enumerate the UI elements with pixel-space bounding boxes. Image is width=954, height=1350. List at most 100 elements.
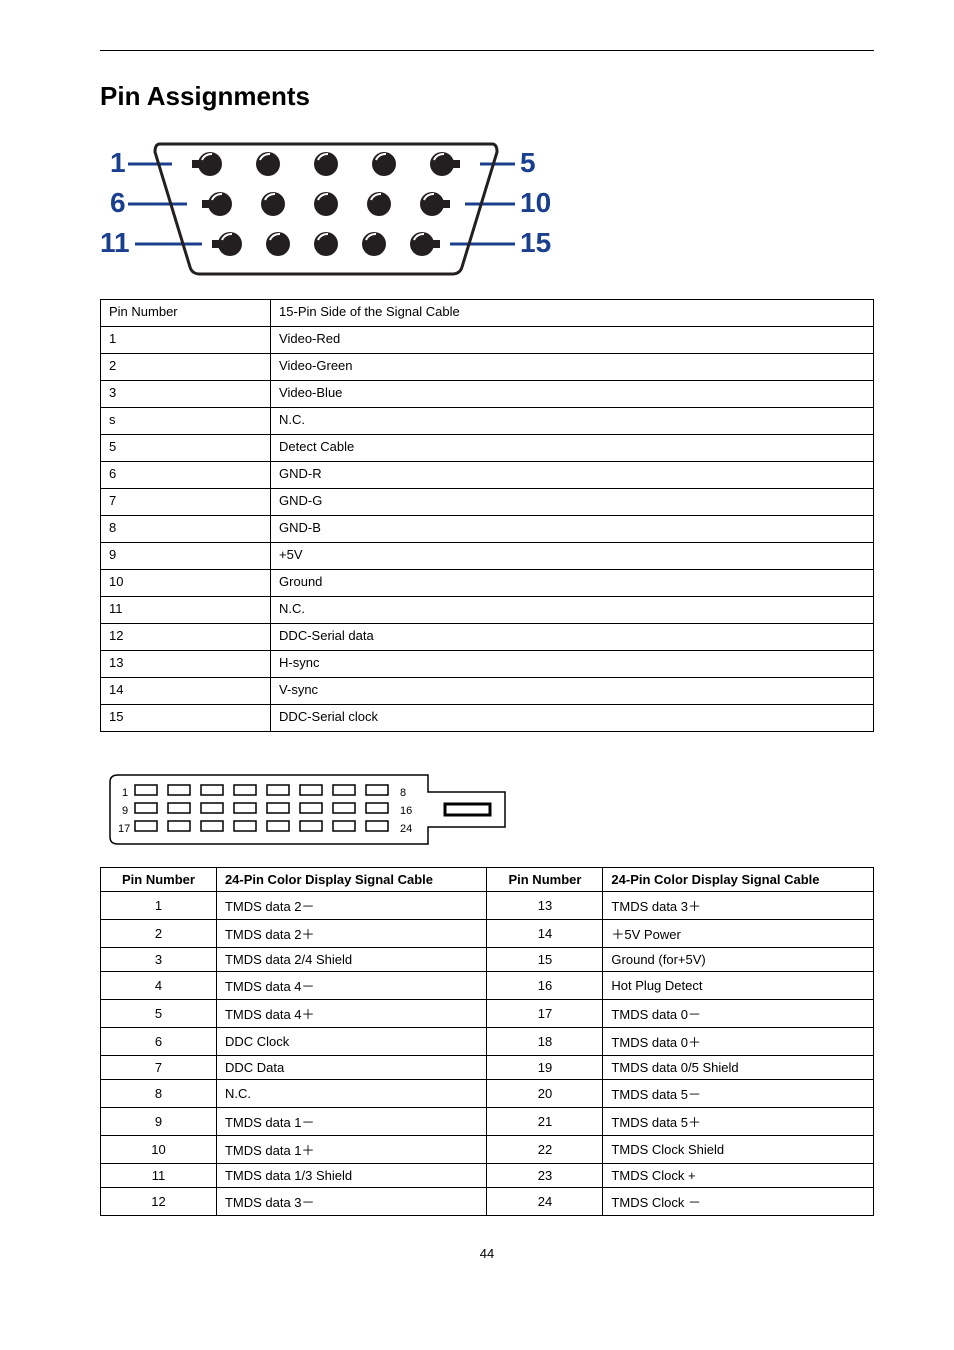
signal-cell: TMDS Clock Shield bbox=[603, 1136, 874, 1164]
signal-cell: N.C. bbox=[216, 1080, 487, 1108]
svg-text:9: 9 bbox=[122, 805, 128, 817]
top-divider bbox=[100, 50, 874, 51]
svg-text:8: 8 bbox=[400, 787, 406, 799]
svg-text:15: 15 bbox=[520, 227, 551, 258]
pin-number-cell: 3 bbox=[101, 948, 217, 972]
dvi-connector-diagram: 1 9 17 8 16 24 bbox=[100, 772, 874, 852]
signal-cell: DDC Clock bbox=[216, 1028, 487, 1056]
signal-cell: TMDS data 5＋ bbox=[603, 1108, 874, 1136]
pin-number-cell: 9 bbox=[101, 543, 271, 570]
pin-number-cell: 8 bbox=[101, 1080, 217, 1108]
page-number: 44 bbox=[100, 1246, 874, 1261]
pin-number-cell: 2 bbox=[101, 920, 217, 948]
signal-cell: TMDS data 1－ bbox=[216, 1108, 487, 1136]
pin-number-cell: 3 bbox=[101, 381, 271, 408]
signal-cell: TMDS data 2/4 Shield bbox=[216, 948, 487, 972]
pin-number-cell: 7 bbox=[101, 489, 271, 516]
svg-text:11: 11 bbox=[100, 227, 130, 258]
table-row: 10TMDS data 1＋22TMDS Clock Shield bbox=[101, 1136, 874, 1164]
table1-header-left: Pin Number bbox=[101, 300, 271, 327]
table-row: 1TMDS data 2－13TMDS data 3＋ bbox=[101, 892, 874, 920]
table-row: 7DDC Data19TMDS data 0/5 Shield bbox=[101, 1056, 874, 1080]
pin-number-cell: 1 bbox=[101, 327, 271, 354]
page-title: Pin Assignments bbox=[100, 81, 874, 112]
svg-text:17: 17 bbox=[118, 823, 130, 835]
signal-cell: TMDS data 2－ bbox=[216, 892, 487, 920]
signal-cell: V-sync bbox=[271, 678, 874, 705]
table-row: 7GND-G bbox=[101, 489, 874, 516]
table-row: 6GND-R bbox=[101, 462, 874, 489]
signal-cell: ＋5V Power bbox=[603, 920, 874, 948]
svg-text:10: 10 bbox=[520, 187, 551, 218]
signal-cell: TMDS data 1＋ bbox=[216, 1136, 487, 1164]
pin-number-cell: 24 bbox=[487, 1188, 603, 1216]
svg-text:5: 5 bbox=[520, 147, 536, 178]
pin-number-cell: 20 bbox=[487, 1080, 603, 1108]
table-row: 11TMDS data 1/3 Shield23TMDS Clock + bbox=[101, 1164, 874, 1188]
pin-number-cell: 22 bbox=[487, 1136, 603, 1164]
signal-cell: TMDS data 1/3 Shield bbox=[216, 1164, 487, 1188]
signal-cell: GND-B bbox=[271, 516, 874, 543]
table-row: 15DDC-Serial clock bbox=[101, 705, 874, 732]
table-row: 5Detect Cable bbox=[101, 435, 874, 462]
pin-number-cell: 16 bbox=[487, 972, 603, 1000]
signal-cell: TMDS data 5－ bbox=[603, 1080, 874, 1108]
pin-number-cell: 9 bbox=[101, 1108, 217, 1136]
table-row: 14V-sync bbox=[101, 678, 874, 705]
signal-cell: GND-G bbox=[271, 489, 874, 516]
pin-number-cell: 10 bbox=[101, 1136, 217, 1164]
pin-number-cell: 15 bbox=[487, 948, 603, 972]
signal-cell: Video-Red bbox=[271, 327, 874, 354]
table-row: 11N.C. bbox=[101, 597, 874, 624]
signal-cell: TMDS data 0－ bbox=[603, 1000, 874, 1028]
signal-cell: TMDS Clock + bbox=[603, 1164, 874, 1188]
signal-cell: N.C. bbox=[271, 408, 874, 435]
pin-number-cell: 14 bbox=[101, 678, 271, 705]
signal-cell: Ground (for+5V) bbox=[603, 948, 874, 972]
signal-cell: Detect Cable bbox=[271, 435, 874, 462]
pin-number-cell: 10 bbox=[101, 570, 271, 597]
pin-number-cell: s bbox=[101, 408, 271, 435]
table2-header: Pin Number bbox=[101, 868, 217, 892]
signal-cell: DDC-Serial data bbox=[271, 624, 874, 651]
table-row: 2TMDS data 2＋14＋5V Power bbox=[101, 920, 874, 948]
table2-header: 24-Pin Color Display Signal Cable bbox=[216, 868, 487, 892]
signal-cell: DDC-Serial clock bbox=[271, 705, 874, 732]
vga-connector-diagram: 1 6 11 5 10 15 bbox=[100, 132, 874, 287]
signal-cell: Ground bbox=[271, 570, 874, 597]
pin-number-cell: 11 bbox=[101, 1164, 217, 1188]
table-row: 13H-sync bbox=[101, 651, 874, 678]
pin-number-cell: 12 bbox=[101, 624, 271, 651]
pin-number-cell: 5 bbox=[101, 1000, 217, 1028]
pin-number-cell: 19 bbox=[487, 1056, 603, 1080]
signal-cell: Hot Plug Detect bbox=[603, 972, 874, 1000]
pin-number-cell: 2 bbox=[101, 354, 271, 381]
pin-number-cell: 6 bbox=[101, 1028, 217, 1056]
pin-number-cell: 1 bbox=[101, 892, 217, 920]
pin-number-cell: 12 bbox=[101, 1188, 217, 1216]
pin-number-cell: 23 bbox=[487, 1164, 603, 1188]
signal-cell: TMDS data 0＋ bbox=[603, 1028, 874, 1056]
pin-number-cell: 15 bbox=[101, 705, 271, 732]
svg-text:16: 16 bbox=[400, 805, 412, 817]
table-row: 1Video-Red bbox=[101, 327, 874, 354]
table-row: 4TMDS data 4－16Hot Plug Detect bbox=[101, 972, 874, 1000]
signal-cell: Video-Blue bbox=[271, 381, 874, 408]
svg-text:1: 1 bbox=[122, 787, 128, 799]
signal-cell: TMDS data 3－ bbox=[216, 1188, 487, 1216]
pin-number-cell: 13 bbox=[101, 651, 271, 678]
pin-number-cell: 7 bbox=[101, 1056, 217, 1080]
table-row: 12TMDS data 3－24TMDS Clock － bbox=[101, 1188, 874, 1216]
signal-cell: DDC Data bbox=[216, 1056, 487, 1080]
signal-cell: H-sync bbox=[271, 651, 874, 678]
signal-cell: TMDS data 3＋ bbox=[603, 892, 874, 920]
signal-cell: Video-Green bbox=[271, 354, 874, 381]
table1-header-right: 15-Pin Side of the Signal Cable bbox=[271, 300, 874, 327]
pin-number-cell: 18 bbox=[487, 1028, 603, 1056]
table-row: 8GND-B bbox=[101, 516, 874, 543]
table-row: 3TMDS data 2/4 Shield15Ground (for+5V) bbox=[101, 948, 874, 972]
svg-text:24: 24 bbox=[400, 823, 412, 835]
table-row: 6DDC Clock18TMDS data 0＋ bbox=[101, 1028, 874, 1056]
pin-number-cell: 13 bbox=[487, 892, 603, 920]
svg-text:6: 6 bbox=[110, 187, 126, 218]
